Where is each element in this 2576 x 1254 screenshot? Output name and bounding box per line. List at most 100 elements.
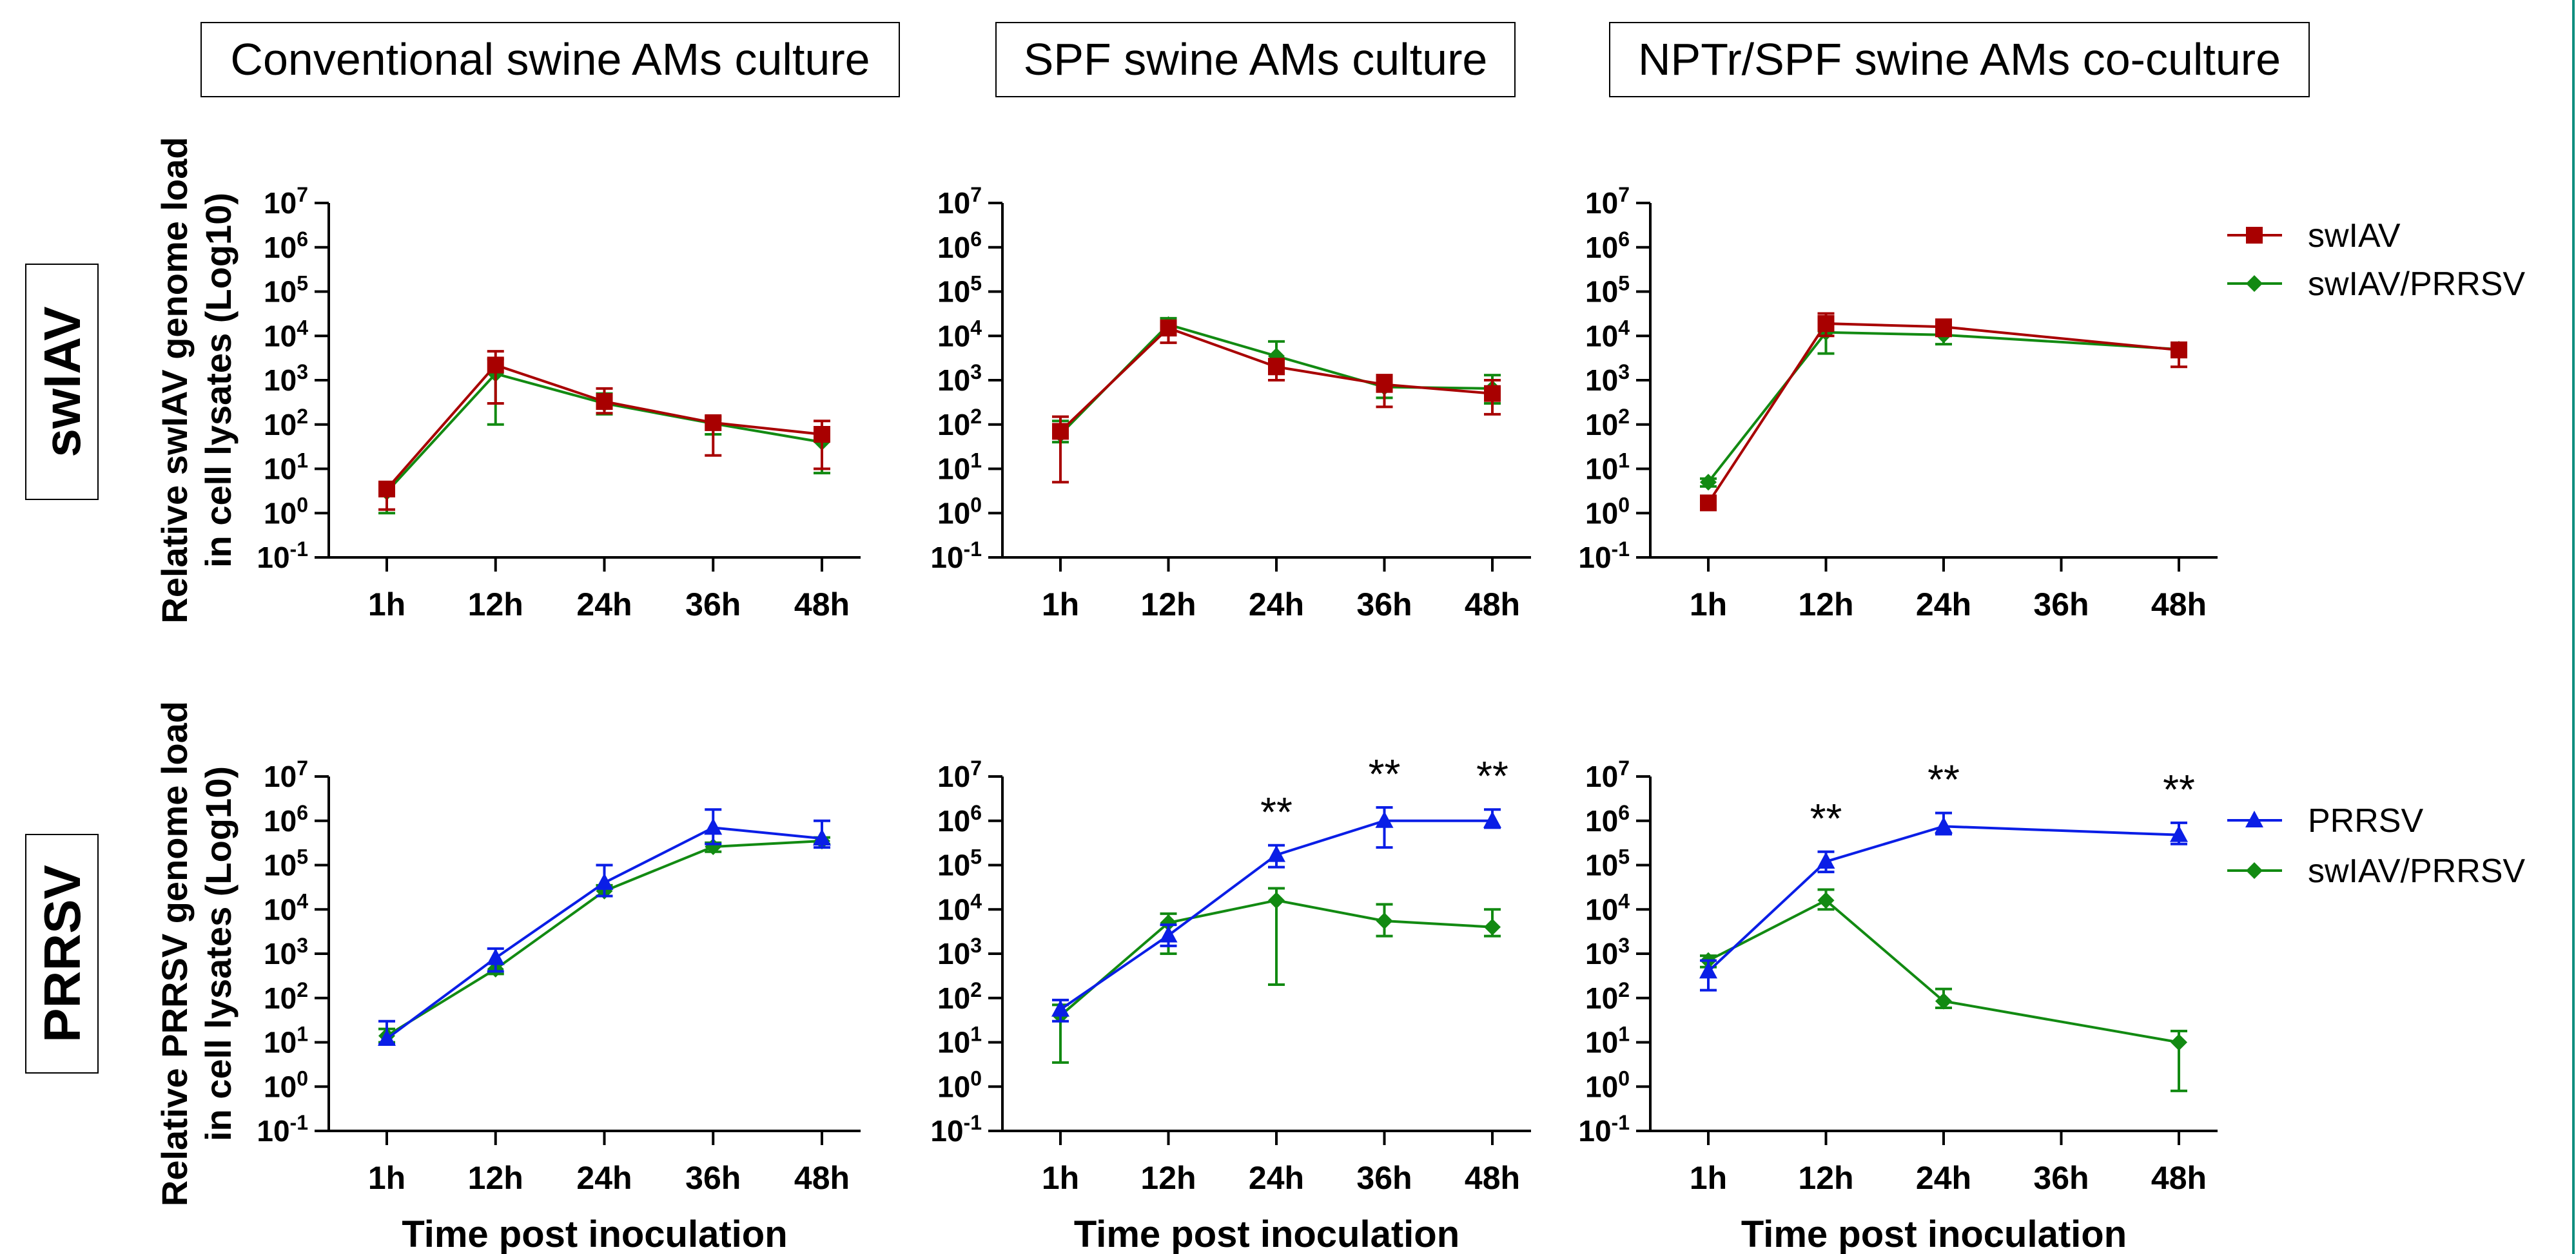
- data-point: [814, 426, 830, 443]
- x-axis-title: Time post inoculation: [1074, 1213, 1459, 1254]
- x-tick-label: 12h: [1798, 586, 1853, 622]
- data-point: [1268, 358, 1285, 376]
- legend-label: swIAV/PRRSV: [2308, 853, 2525, 890]
- legend-label: swIAV: [2308, 217, 2401, 255]
- y-tick-label: 100: [264, 1066, 308, 1103]
- x-tick-label: 24h: [1249, 1160, 1304, 1196]
- y-tick-label: 107: [1585, 757, 1630, 793]
- y-tick-label: 107: [937, 757, 982, 793]
- y-axis-label: in cell lysates (Log10): [198, 193, 239, 568]
- y-tick-label: 10-1: [257, 537, 308, 574]
- y-tick-label: 107: [937, 183, 982, 220]
- series-line: [1707, 331, 2180, 483]
- series-line: [1708, 898, 2180, 1044]
- y-tick-label: 103: [1585, 360, 1630, 397]
- data-point: [1935, 318, 1952, 336]
- x-axis-title: Time post inoculation: [1741, 1213, 2127, 1254]
- x-tick-label: 24h: [1916, 586, 1971, 622]
- data-point: [1267, 845, 1285, 862]
- y-tick-label: 104: [937, 316, 982, 352]
- series: [378, 350, 830, 511]
- legend: swIAV swIAV/PRRSV: [2227, 217, 2525, 303]
- series-line: [1707, 322, 2180, 504]
- significance-annotation: **: [1476, 753, 1508, 799]
- x-tick-label: 36h: [2033, 586, 2089, 622]
- y-tick-label: 106: [937, 227, 982, 264]
- y-tick-label: 105: [264, 272, 308, 309]
- x-tick-label: 1h: [368, 586, 405, 622]
- chart-panel: 10-1 100 101 102 103 104 105 106 107 1h 12h 24h 36h 4…: [1578, 757, 2218, 1254]
- series: [1051, 806, 1501, 1023]
- y-tick-label: 104: [937, 889, 982, 926]
- data-point: [595, 873, 614, 890]
- y-tick-label: 104: [1585, 316, 1630, 352]
- data-point: [1817, 892, 1835, 909]
- series: [1052, 887, 1501, 1064]
- y-tick-label: 103: [937, 360, 982, 397]
- data-point: [378, 1029, 396, 1047]
- data-point: [1268, 892, 1285, 909]
- y-tick-label: 103: [264, 360, 308, 397]
- data-point: [487, 356, 504, 374]
- x-tick-label: 36h: [685, 1160, 741, 1196]
- y-tick-label: 107: [1585, 183, 1630, 220]
- x-tick-label: 1h: [368, 1160, 405, 1196]
- y-tick-label: 105: [1585, 272, 1630, 309]
- y-axis-label: Relative PRRSV genome load: [154, 701, 195, 1206]
- series: [1700, 888, 2187, 1092]
- data-point: [2171, 1034, 2187, 1051]
- data-point: [1700, 494, 1717, 512]
- legend-marker: [2245, 811, 2263, 827]
- column-title-box: [1609, 22, 2310, 97]
- x-axis-title: Time post inoculation: [402, 1213, 787, 1254]
- data-point: [705, 414, 722, 431]
- y-tick-label: 102: [937, 978, 982, 1015]
- y-tick-label: 104: [1585, 889, 1630, 926]
- chart-panel: 10-1 100 101 102 103 104 105 106 107 1h 12h 24h 36h 4…: [930, 183, 1531, 622]
- y-tick-label: 10-1: [930, 537, 982, 574]
- y-tick-label: 106: [1585, 801, 1630, 838]
- data-point: [596, 393, 613, 410]
- chart-panel: 10-1 100 101 102 103 104 105 106 107 1h 12h 24h 36h 4…: [1578, 183, 2218, 622]
- x-tick-label: 36h: [2033, 1160, 2089, 1196]
- y-tick-label: 106: [1585, 227, 1630, 264]
- y-tick-label: 106: [264, 227, 308, 264]
- y-tick-label: 100: [1585, 493, 1630, 530]
- series-line: [1707, 825, 2180, 972]
- x-tick-label: 36h: [1356, 586, 1412, 622]
- x-tick-label: 48h: [794, 1160, 850, 1196]
- y-tick-label: 100: [264, 493, 308, 530]
- data-point: [813, 829, 831, 846]
- y-tick-label: 101: [1585, 1023, 1630, 1059]
- x-tick-label: 12h: [1140, 1160, 1196, 1196]
- x-tick-label: 1h: [1042, 586, 1079, 622]
- data-point: [486, 948, 505, 965]
- y-tick-label: 100: [937, 493, 982, 530]
- x-tick-label: 1h: [1690, 586, 1727, 622]
- y-tick-label: 103: [264, 934, 308, 970]
- series-line: [385, 363, 823, 490]
- legend-marker: [2246, 862, 2263, 879]
- significance-annotation: **: [2163, 766, 2195, 813]
- data-point: [1376, 376, 1393, 393]
- legend: PRRSV swIAV/PRRSV: [2227, 802, 2525, 890]
- data-point: [1051, 999, 1069, 1017]
- column-title: NPTr/SPF swine AMs co-culture: [1638, 34, 2281, 84]
- x-tick-label: 1h: [1042, 1160, 1079, 1196]
- significance-annotation: **: [1260, 789, 1293, 835]
- page-edge: [2572, 0, 2575, 1254]
- x-tick-label: 36h: [685, 586, 741, 622]
- series-line: [385, 826, 823, 1040]
- data-point: [1700, 474, 1717, 491]
- x-tick-label: 36h: [1356, 1160, 1412, 1196]
- y-tick-label: 106: [937, 801, 982, 838]
- x-tick-label: 48h: [794, 586, 850, 622]
- series: [1700, 312, 2187, 512]
- y-tick-label: 105: [264, 845, 308, 882]
- legend-label: PRRSV: [2308, 802, 2423, 840]
- y-tick-label: 104: [264, 316, 308, 352]
- y-axis-label: in cell lysates (Log10): [198, 766, 239, 1141]
- data-point: [1935, 992, 1952, 1010]
- y-tick-label: 101: [264, 449, 308, 486]
